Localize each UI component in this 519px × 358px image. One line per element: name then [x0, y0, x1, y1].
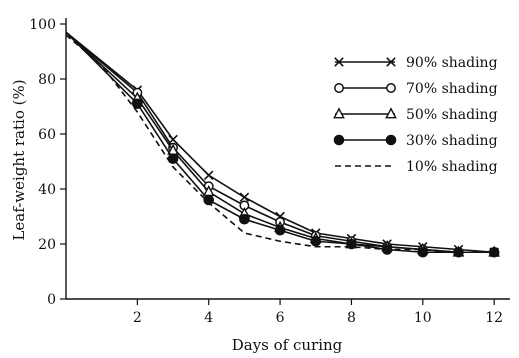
series-layer	[65, 31, 501, 258]
y-tick-label: 40	[38, 182, 56, 198]
y-tick-label: 100	[29, 17, 56, 33]
legend-entry: 90% shading	[334, 55, 498, 71]
legend-marker	[385, 107, 397, 119]
x-tick-label: 12	[485, 310, 503, 326]
marker-stroke	[239, 192, 250, 203]
series-line	[65, 31, 495, 254]
legend: 90% shading 70% shading 50% shading 30% sha…	[333, 55, 498, 175]
x-tick-label: 8	[347, 310, 356, 326]
marker-stroke	[203, 170, 214, 181]
series-line	[65, 34, 495, 254]
data-point	[274, 224, 286, 236]
legend-label: 30% shading	[406, 133, 498, 149]
legend-marker	[385, 134, 397, 146]
legend-label: 90% shading	[406, 55, 498, 71]
legend-marker	[333, 134, 345, 146]
y-tick-label: 80	[38, 72, 56, 88]
legend-marker	[386, 57, 396, 67]
legend-label: 50% shading	[406, 107, 498, 123]
series-4	[65, 31, 500, 258]
data-point	[203, 170, 214, 181]
marker-stroke	[334, 57, 344, 67]
data-point	[132, 98, 143, 110]
legend-entry: 50% shading	[333, 107, 498, 123]
series-line	[65, 31, 495, 254]
x-axis-title: Days of curing	[232, 336, 343, 354]
ticks: 0 20 40 60 80 100 2 4 6 8 10 12	[29, 17, 503, 326]
data-point	[488, 246, 500, 258]
x-tick-label: 6	[276, 310, 285, 326]
y-axis-title: Leaf-weight ratio (%)	[10, 79, 28, 240]
data-point	[203, 194, 215, 206]
axes	[65, 18, 510, 300]
x-tick-label: 2	[133, 310, 142, 326]
y-tick-label: 60	[38, 127, 56, 143]
legend-marker	[334, 83, 344, 93]
data-point	[310, 235, 322, 247]
legend-entry: 70% shading	[334, 81, 498, 97]
marker-stroke	[386, 57, 396, 67]
legend-marker	[334, 57, 344, 67]
legend-marker	[386, 83, 396, 93]
legend-label: 70% shading	[406, 81, 498, 97]
series-5	[65, 34, 495, 254]
legend-entry: 10% shading	[335, 159, 498, 175]
x-tick-label: 10	[414, 310, 432, 326]
legend-label: 10% shading	[406, 159, 498, 175]
y-tick-label: 20	[38, 237, 56, 253]
legend-marker	[333, 107, 345, 119]
y-tick-label: 0	[47, 292, 56, 308]
x-tick-label: 4	[204, 310, 213, 326]
legend-entry: 30% shading	[333, 133, 498, 149]
data-point	[239, 213, 250, 225]
data-point	[239, 192, 250, 203]
